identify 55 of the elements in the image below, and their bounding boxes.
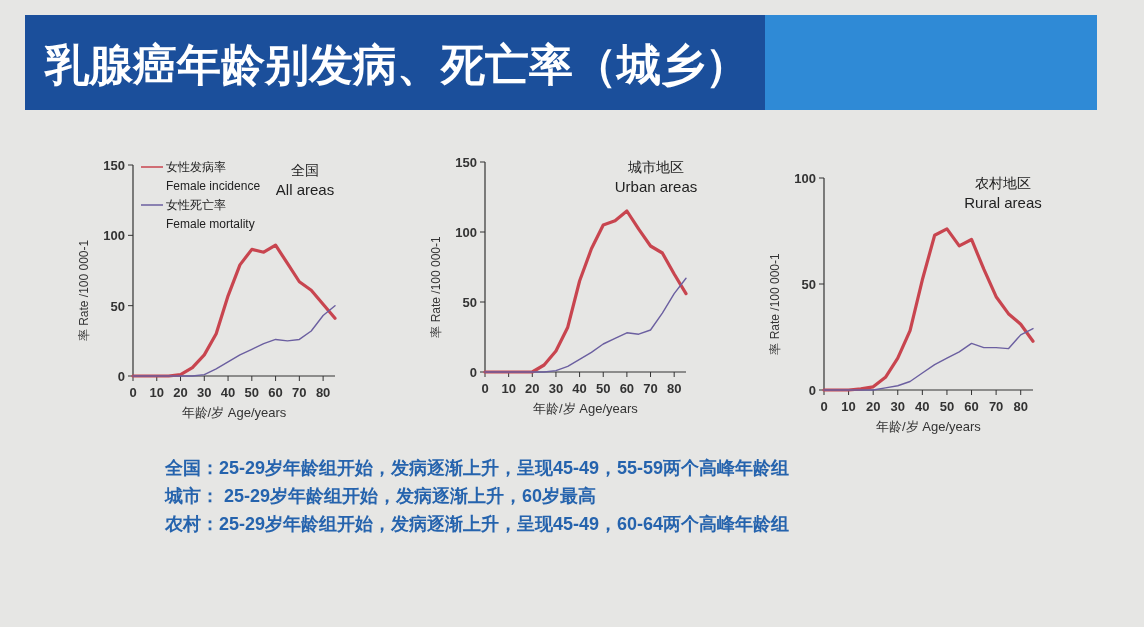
x-tick-label: 60 [964, 399, 979, 414]
x-tick-label: 40 [572, 381, 587, 396]
x-tick-label: 0 [820, 399, 828, 414]
x-tick-label: 40 [220, 385, 236, 400]
y-tick-label: 0 [469, 365, 477, 380]
x-tick-label: 80 [1013, 399, 1028, 414]
y-tick-label: 150 [455, 155, 477, 170]
x-tick-label: 10 [501, 381, 516, 396]
text: Rural areas [964, 194, 1042, 211]
text: Urban areas [614, 178, 698, 195]
y-axis-title: 率 Rate /100 000-1 [429, 235, 443, 338]
text: 城市： 25-29岁年龄组开始，发病逐渐上升，60岁最高 [164, 486, 597, 506]
x-tick-label: 80 [666, 381, 682, 396]
x-tick-label: 0 [129, 385, 137, 400]
y-tick-label: 50 [110, 298, 125, 314]
y-tick-label: 0 [117, 369, 125, 384]
x-tick-label: 70 [643, 381, 658, 396]
y-axis-title: 率 Rate /100 000-1 [77, 239, 91, 342]
y-tick-label: 100 [794, 171, 816, 186]
x-tick-label: 60 [619, 381, 635, 396]
x-axis-title: 年龄/岁 Age/years [876, 419, 982, 434]
x-tick-label: 0 [481, 381, 489, 396]
x-tick-label: 80 [315, 385, 331, 400]
chart-title: 全国 [291, 162, 319, 178]
text: All areas [275, 181, 335, 198]
x-tick-label: 30 [548, 381, 564, 396]
x-axis-title: 年龄/岁 Age/years [181, 405, 287, 420]
y-axis-title: 率 Rate /100 000-1 [768, 252, 782, 355]
x-tick-label: 30 [890, 399, 905, 414]
y-tick-label: 50 [801, 277, 816, 292]
x-tick-label: 70 [988, 399, 1004, 414]
y-tick-label: 100 [455, 225, 477, 240]
x-tick-label: 50 [939, 399, 955, 414]
x-tick-label: 50 [244, 385, 260, 400]
text: 全国：25-29岁年龄组开始，发病逐渐上升，呈现45-49，55-59两个高峰年龄组 [164, 458, 790, 478]
x-tick-label: 10 [149, 385, 164, 400]
x-axis-title: 年龄/岁 Age/years [533, 401, 639, 416]
y-tick-label: 100 [103, 228, 125, 244]
x-tick-label: 70 [292, 385, 307, 400]
x-tick-label: 50 [596, 381, 611, 396]
text: 农村：25-29岁年龄组开始，发病逐渐上升，呈现45-49，60-64两个高峰年龄组 [164, 514, 790, 534]
x-tick-label: 20 [173, 385, 188, 400]
x-tick-label: 20 [525, 381, 540, 396]
legend-label: 女性发病率 Female incidence [166, 160, 261, 193]
x-tick-label: 30 [197, 385, 212, 400]
chart-title: 城市地区 [627, 159, 684, 175]
x-tick-label: 10 [841, 399, 856, 414]
legend-label: 女性死亡率 Female mortality [166, 198, 255, 231]
chart-title: 农村地区 [975, 175, 1031, 191]
x-tick-label: 40 [915, 399, 930, 414]
text: 乳腺癌年龄别发病、死亡率（城乡） [44, 40, 749, 89]
x-tick-label: 20 [865, 399, 881, 414]
y-tick-label: 150 [103, 158, 125, 173]
x-tick-label: 60 [268, 385, 283, 400]
y-tick-label: 50 [462, 295, 477, 310]
